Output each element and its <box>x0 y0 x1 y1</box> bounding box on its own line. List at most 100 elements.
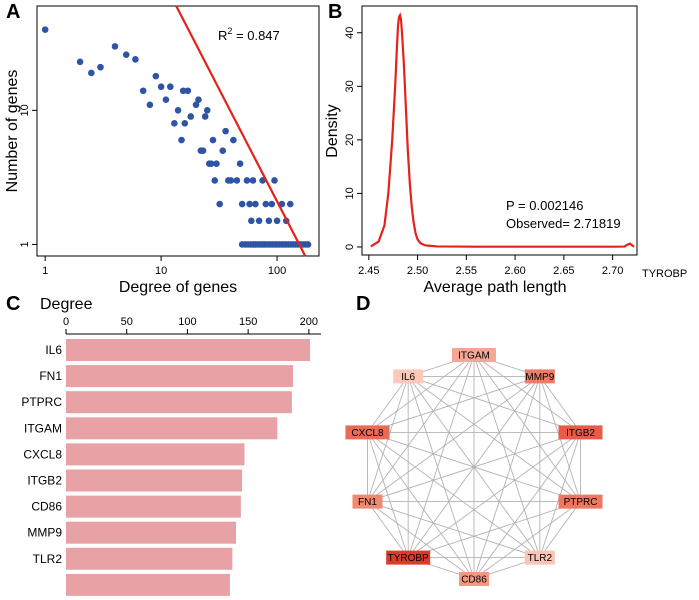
data-point <box>162 96 170 104</box>
network-edge <box>367 501 540 559</box>
data-point <box>286 200 294 208</box>
panel-a-y-axis: 1 10 <box>19 104 37 248</box>
panel-b-frame <box>361 5 638 256</box>
panel-a-x-tick-label: 1 <box>42 265 48 277</box>
network-edge <box>407 376 581 502</box>
panel-b-y-axis: 0 10 20 30 40 <box>344 27 362 250</box>
panel-a-points <box>41 26 312 248</box>
data-point <box>203 107 211 114</box>
panel-b-observed-annotation: Observed= 2.71819 <box>506 216 621 231</box>
data-point <box>184 87 192 95</box>
panel-b-density: B 2.45 2.50 2.55 2.60 2.65 2.70 0 10 20 <box>324 1 687 296</box>
panel-c-x-axis: 0 50 100 150 200 <box>63 316 318 334</box>
r2-superscript: 2 <box>227 26 232 36</box>
panel-c-category-label: ITGB2 <box>27 474 62 488</box>
data-point <box>262 200 270 208</box>
data-point <box>265 217 273 225</box>
panel-c-x-tick-label: 50 <box>121 316 133 328</box>
panel-b-x-tick-label: 2.50 <box>407 265 428 277</box>
data-point <box>41 26 49 33</box>
panel-a-x-tick-label: 100 <box>268 265 286 277</box>
data-point <box>252 200 259 208</box>
bar <box>66 469 243 492</box>
network-edge <box>473 354 581 502</box>
data-point <box>174 107 182 114</box>
data-point <box>139 87 147 95</box>
panel-a-scatter: A 1 10 100 1 10 Degree of genes Number o… <box>4 1 320 296</box>
bar <box>66 417 278 440</box>
panel-c-x-tick-label: 200 <box>300 316 318 328</box>
panel-c-category-label: TLR2 <box>33 552 63 566</box>
panel-b-y-tick-label: 30 <box>344 80 356 92</box>
panel-b-x-tick-label: 2.45 <box>358 265 379 277</box>
data-point <box>97 63 104 71</box>
panel-b-x-label: Average path length <box>424 279 567 296</box>
panel-c-category-label: MMP9 <box>27 526 62 540</box>
network-node-label: IL6 <box>401 372 415 383</box>
panel-b-p-annotation: P = 0.002146 <box>506 198 583 213</box>
data-point <box>248 217 255 225</box>
bar <box>66 339 311 361</box>
network-edge <box>407 376 475 580</box>
panel-d-nodes: ITGAM MMP9 ITGB2 PTPRC TLR2 CD86 TYROBP … <box>345 348 603 586</box>
data-point <box>201 113 209 120</box>
data-point <box>238 200 246 208</box>
data-point <box>209 136 217 144</box>
panel-c-label: C <box>6 293 20 315</box>
panel-a-y-label: Number of genes <box>4 70 21 193</box>
data-point <box>152 72 160 80</box>
panel-b-x-tick-label: 2.65 <box>553 265 574 277</box>
data-point <box>304 241 312 248</box>
panel-b-y-tick-label: 20 <box>344 134 356 146</box>
network-node <box>386 550 431 565</box>
network-edge <box>407 376 541 558</box>
data-point <box>249 177 257 184</box>
network-node-label: TYROBP <box>388 553 429 564</box>
panel-a-fit-line <box>175 5 307 257</box>
panel-b-tyrobp-label: TYROBP <box>642 268 687 280</box>
panel-c-bars <box>66 339 311 596</box>
data-point <box>181 120 189 127</box>
network-node-label: MMP9 <box>525 372 554 383</box>
bar <box>66 391 292 414</box>
panel-c-category-labels: IL6 FN1 PTPRC ITGAM CXCL8 ITGB2 CD86 MMP… <box>21 343 62 566</box>
data-point <box>111 43 119 50</box>
network-edge <box>408 375 581 433</box>
network-node-label: TLR2 <box>528 553 553 564</box>
data-point <box>246 200 253 208</box>
panel-d-edges <box>367 354 581 580</box>
data-point <box>222 127 229 135</box>
bar <box>66 573 230 596</box>
data-point <box>88 69 95 77</box>
r2-value: = 0.847 <box>232 28 279 43</box>
panel-b-x-tick-label: 2.60 <box>504 265 525 277</box>
panel-c-category-label: FN1 <box>39 369 62 383</box>
panel-c-category-label: IL6 <box>45 343 62 357</box>
data-point <box>171 120 178 127</box>
network-node <box>352 494 383 509</box>
panel-c-category-label: ITGAM <box>24 421 62 435</box>
panel-a-y-tick-label: 10 <box>19 104 31 116</box>
network-node-label: FN1 <box>358 497 377 508</box>
panel-c-x-tick-label: 150 <box>239 316 257 328</box>
network-edge <box>539 376 581 433</box>
network-node <box>524 369 555 384</box>
network-edge <box>367 432 409 558</box>
data-point <box>219 147 227 155</box>
data-point <box>268 200 276 208</box>
panel-b-y-tick-label: 40 <box>344 27 356 39</box>
panel-a-r2-annotation: R2 = 0.847 <box>218 26 280 43</box>
data-point <box>207 160 215 168</box>
data-point <box>236 160 244 168</box>
data-point <box>192 101 200 109</box>
data-point <box>187 113 195 120</box>
data-point <box>255 217 263 225</box>
network-node <box>558 494 603 509</box>
network-edge <box>539 501 581 558</box>
data-point <box>230 136 237 144</box>
panel-c-category-label: CD86 <box>31 500 62 514</box>
data-point <box>227 177 235 184</box>
network-node-label: ITGB2 <box>566 428 595 439</box>
bar <box>66 547 233 570</box>
panel-c-x-tick-label: 100 <box>178 316 196 328</box>
